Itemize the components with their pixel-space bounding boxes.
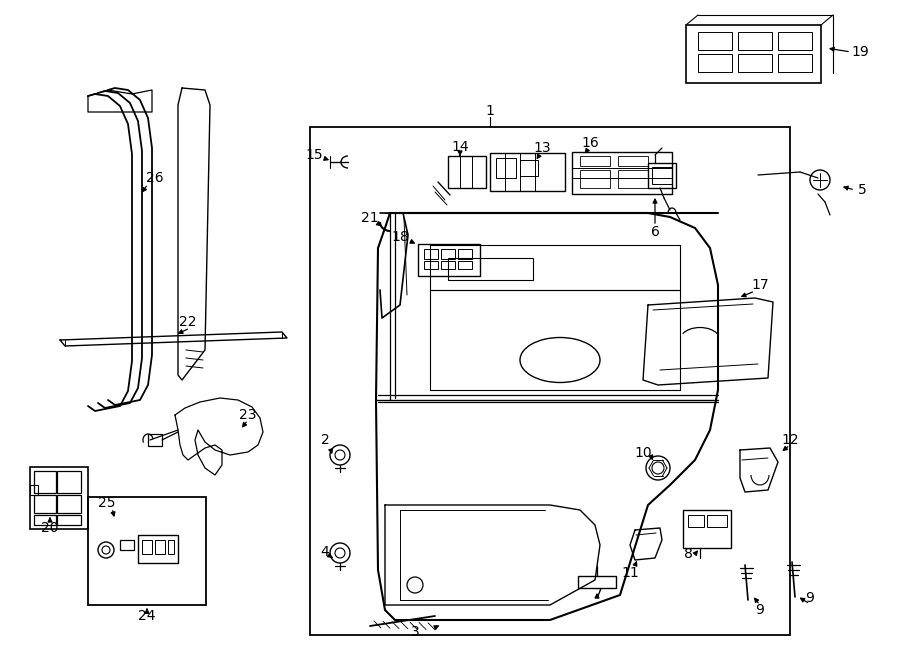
Text: 9: 9 — [756, 603, 764, 617]
Bar — [618, 170, 648, 188]
Bar — [707, 515, 727, 527]
Bar — [57, 495, 81, 513]
Text: 13: 13 — [533, 141, 551, 155]
Text: 6: 6 — [651, 225, 660, 239]
Bar — [652, 167, 672, 184]
Bar — [580, 170, 610, 188]
Bar — [698, 32, 732, 50]
Bar — [424, 249, 438, 259]
Text: 26: 26 — [146, 171, 164, 185]
Bar — [698, 54, 732, 72]
Text: 4: 4 — [320, 545, 329, 559]
Bar — [424, 261, 438, 269]
Bar — [34, 495, 56, 513]
Text: 19: 19 — [851, 45, 868, 59]
Bar — [778, 54, 812, 72]
Text: 5: 5 — [858, 183, 867, 197]
Bar — [138, 535, 178, 563]
Text: 12: 12 — [781, 433, 799, 447]
Bar — [168, 540, 174, 554]
Bar — [496, 158, 516, 178]
Text: 3: 3 — [410, 625, 419, 639]
Bar — [686, 25, 821, 83]
Text: 9: 9 — [806, 591, 814, 605]
Bar — [57, 471, 81, 493]
Bar — [418, 244, 480, 276]
Text: 16: 16 — [581, 136, 598, 150]
Text: 1: 1 — [486, 104, 494, 118]
Bar — [310, 127, 790, 635]
Bar — [441, 249, 455, 259]
Text: 7: 7 — [594, 587, 602, 601]
Bar — [738, 54, 772, 72]
Text: 25: 25 — [98, 496, 116, 510]
Bar — [155, 540, 165, 554]
Bar — [683, 510, 731, 548]
Bar — [448, 258, 533, 280]
Bar — [120, 540, 134, 550]
Text: 2: 2 — [320, 433, 329, 447]
Bar — [738, 32, 772, 50]
Bar — [142, 540, 152, 554]
Text: 17: 17 — [752, 278, 769, 292]
Bar — [34, 471, 56, 493]
Text: 10: 10 — [634, 446, 652, 460]
Text: 8: 8 — [684, 547, 692, 561]
Bar — [34, 515, 56, 525]
Bar — [88, 497, 206, 605]
Text: 20: 20 — [41, 521, 58, 535]
Text: 23: 23 — [239, 408, 256, 422]
Bar — [441, 261, 455, 269]
Text: 14: 14 — [451, 140, 469, 154]
Bar — [572, 152, 672, 194]
Text: 18: 18 — [392, 230, 409, 244]
Bar — [458, 261, 472, 269]
Bar — [148, 434, 162, 446]
Bar — [580, 156, 610, 166]
Text: 22: 22 — [179, 315, 197, 329]
Bar — [648, 163, 676, 188]
Bar — [490, 153, 565, 191]
Text: 15: 15 — [305, 148, 323, 162]
Bar — [578, 576, 616, 588]
Bar — [57, 515, 81, 525]
Bar — [458, 249, 472, 259]
Bar — [618, 156, 648, 166]
Bar — [30, 485, 38, 495]
Bar — [778, 32, 812, 50]
Bar — [688, 515, 704, 527]
Bar — [520, 160, 538, 176]
Bar — [448, 156, 486, 188]
Text: 11: 11 — [621, 566, 639, 580]
Bar — [30, 467, 88, 529]
Text: 21: 21 — [361, 211, 379, 225]
Text: 24: 24 — [139, 609, 156, 623]
